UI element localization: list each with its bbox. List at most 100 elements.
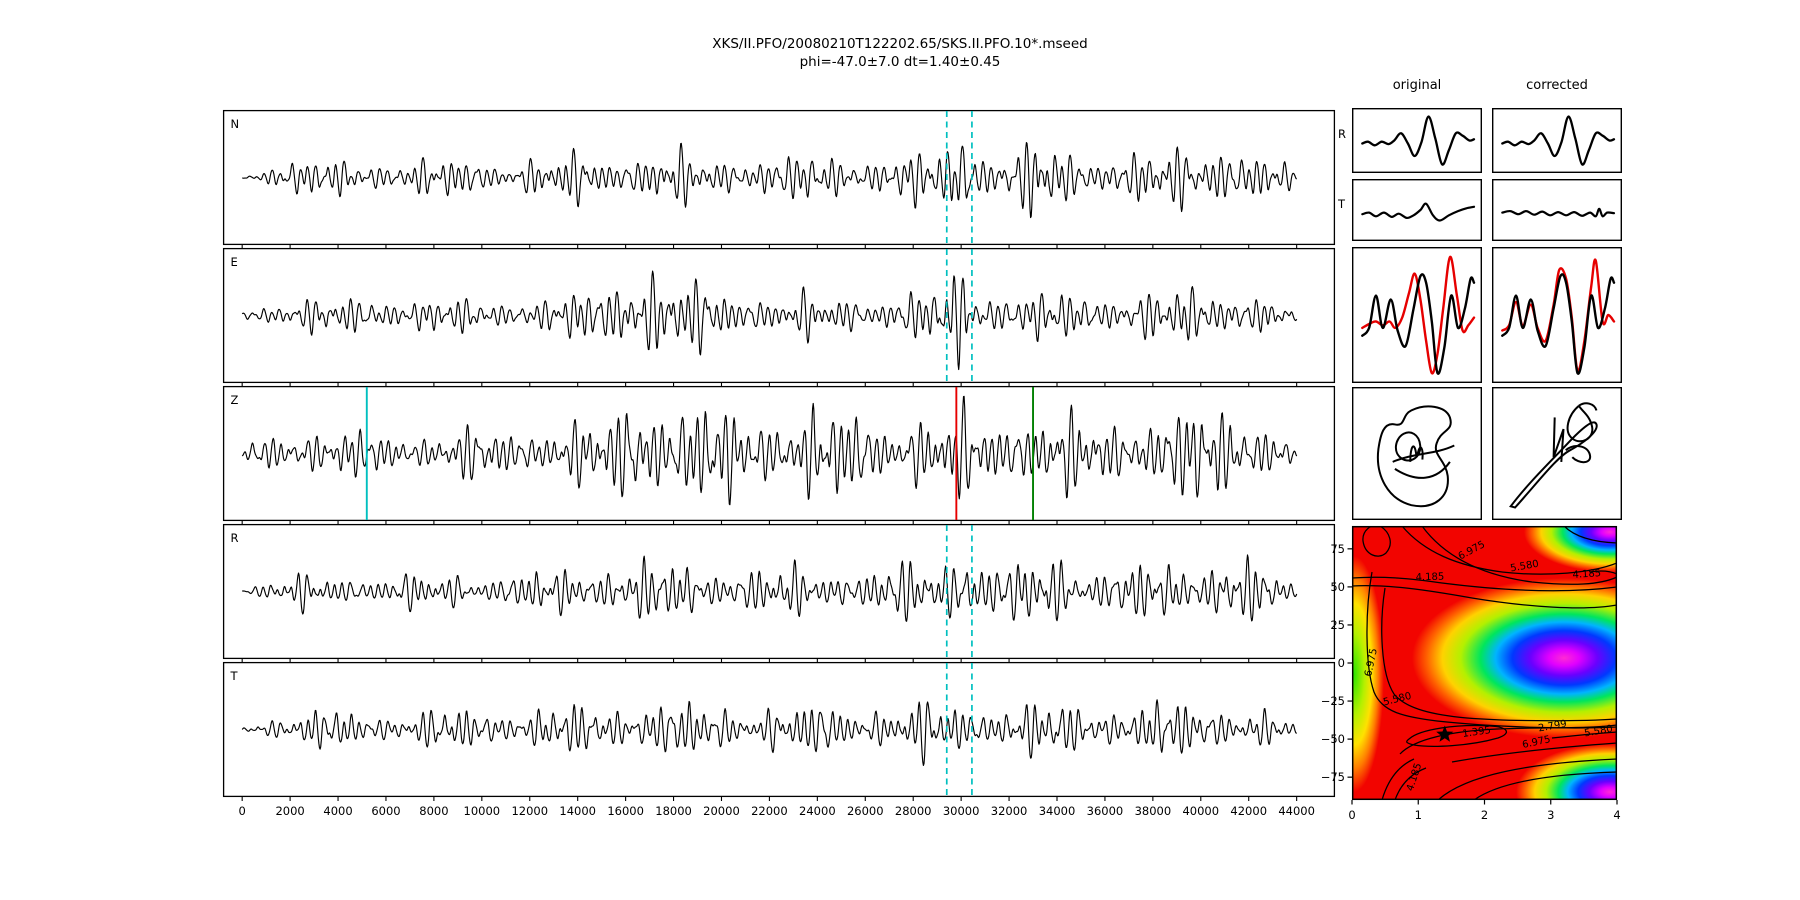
mini-panel-particle-motion-corrected [1491, 386, 1623, 521]
x-axis-tick-label: 20000 [703, 804, 740, 818]
waveform-panel-N: N [222, 109, 1336, 249]
original-column-header: original [1392, 78, 1442, 93]
particle-motion-path [1393, 446, 1455, 462]
contour-label: 4.185 [1572, 568, 1601, 581]
contour-line [1589, 570, 1617, 575]
x-axis-tick-label: 18000 [655, 804, 692, 818]
mini-slow-trace [1501, 273, 1616, 375]
x-axis-tick-label: 40000 [1182, 804, 1219, 818]
waveform-canvas-T: 0 2000 4000 6000 8000 10000 12000 14000 16000 180… [222, 661, 1336, 818]
mini-panel-fast-slow-original [1351, 246, 1483, 384]
particle-motion-path [1566, 446, 1590, 462]
contour-line [1394, 767, 1427, 800]
x-axis-tick-label: 14000 [559, 804, 596, 818]
panel-label-Z: Z [231, 393, 239, 407]
mini-panel-radial-original [1351, 107, 1483, 173]
mini-row-label-R: R [1338, 127, 1346, 141]
x-axis-tick-label: 34000 [1039, 804, 1076, 818]
mini-canvas-radial-original [1351, 107, 1483, 173]
mini-panel-fast-slow-corrected [1491, 246, 1623, 384]
seismogram-trace-T [241, 699, 1297, 766]
dt-axis-tick-label: 4 [1613, 808, 1620, 822]
surface-main-minimum [1412, 578, 1617, 738]
waveform-panel-T: 0 2000 4000 6000 8000 10000 12000 14000 16000 180… [222, 661, 1336, 818]
contour-line [1421, 526, 1617, 585]
mini-frame [1491, 107, 1623, 173]
seismogram-trace-Z [241, 395, 1298, 506]
particle-motion-path [1554, 417, 1564, 461]
waveform-panel-E: E [222, 247, 1336, 387]
mini-panel-particle-motion-original [1351, 386, 1483, 521]
mini-panel-transverse-original [1351, 178, 1483, 241]
mini-canvas-particle-motion-corrected [1491, 386, 1623, 521]
seismogram-trace-R [242, 554, 1298, 622]
particle-motion-path [1395, 462, 1450, 478]
mini-slow-trace [1361, 273, 1476, 375]
waveform-canvas-R: R [222, 523, 1336, 663]
mini-transverse-trace [1361, 202, 1476, 222]
mini-panel-radial-corrected [1491, 107, 1623, 173]
mini-canvas-fast-slow-original [1351, 246, 1483, 384]
surface-corner-minimum [1516, 744, 1617, 800]
particle-motion-path [1396, 433, 1420, 461]
x-axis-tick-label: 30000 [943, 804, 980, 818]
panel-label-N: N [231, 117, 240, 131]
dt-axis-tick-label: 3 [1547, 808, 1554, 822]
contour-label: 5.580 [1584, 724, 1614, 740]
contour-line [1563, 526, 1617, 544]
best-fit-star [1436, 725, 1454, 742]
contour-line [1362, 526, 1391, 557]
mini-radial-trace [1501, 115, 1616, 166]
panel-label-E: E [231, 255, 238, 269]
waveform-canvas-N: N [222, 109, 1336, 249]
contour-line [1401, 526, 1617, 575]
contour-line [1399, 724, 1617, 755]
x-axis-tick-label: 42000 [1230, 804, 1267, 818]
phi-axis-tick-label: 0 [1338, 656, 1345, 670]
phi-axis-tick-label: −50 [1321, 732, 1345, 746]
particle-motion-path [1511, 422, 1597, 507]
panel-frame [222, 523, 1336, 660]
x-axis-tick-label: 22000 [751, 804, 788, 818]
figure-title: XKS/II.PFO/20080210T122202.65/SKS.II.PFO… [712, 36, 1088, 52]
seismogram-trace-E [241, 270, 1298, 371]
x-axis-tick-label: 24000 [799, 804, 836, 818]
particle-motion-path [1378, 406, 1451, 506]
contour-line [1352, 576, 1617, 592]
x-axis-tick-label: 2000 [275, 804, 304, 818]
error-surface-field [1352, 526, 1617, 800]
phi-axis-tick-label: −75 [1321, 770, 1345, 784]
contour-label: 5.580 [1510, 559, 1540, 575]
mini-canvas-particle-motion-original [1351, 386, 1483, 521]
phi-axis-tick-label: 75 [1330, 542, 1345, 556]
x-axis-tick-label: 36000 [1087, 804, 1124, 818]
contour-line [1551, 731, 1617, 739]
contour-line [1473, 771, 1617, 800]
mini-canvas-fast-slow-corrected [1491, 246, 1623, 384]
mini-transverse-trace [1501, 207, 1616, 218]
figure-subtitle: phi=-47.0±7.0 dt=1.40±0.45 [799, 54, 1001, 70]
contour-line [1352, 585, 1617, 609]
surface-left-minimum [1352, 556, 1384, 792]
dt-axis-tick-label: 2 [1481, 808, 1488, 822]
mini-radial-trace [1361, 115, 1476, 166]
contour-label: 4.185 [1415, 572, 1444, 584]
particle-motion-path [1579, 403, 1597, 410]
dt-axis-tick-label: 0 [1348, 808, 1355, 822]
corrected-column-header: corrected [1526, 78, 1588, 93]
phi-axis-tick-label: 25 [1330, 618, 1345, 632]
particle-motion-path [1568, 406, 1593, 442]
x-axis-tick-label: 16000 [607, 804, 644, 818]
x-axis-tick-label: 38000 [1135, 804, 1172, 818]
error-surface-frame [1351, 525, 1618, 801]
surface-top-corner-minimum [1524, 526, 1617, 572]
error-surface: 6.975 5.580 4.185 4.185 6.975 5.580 1.395 2.799… [1321, 525, 1621, 822]
phi-axis-tick-label: −25 [1321, 694, 1345, 708]
contour-line [1437, 758, 1617, 800]
contour-line [1451, 742, 1617, 763]
x-axis-tick-label: 10000 [464, 804, 501, 818]
mini-frame [1351, 107, 1483, 173]
panel-label-R: R [231, 531, 239, 545]
